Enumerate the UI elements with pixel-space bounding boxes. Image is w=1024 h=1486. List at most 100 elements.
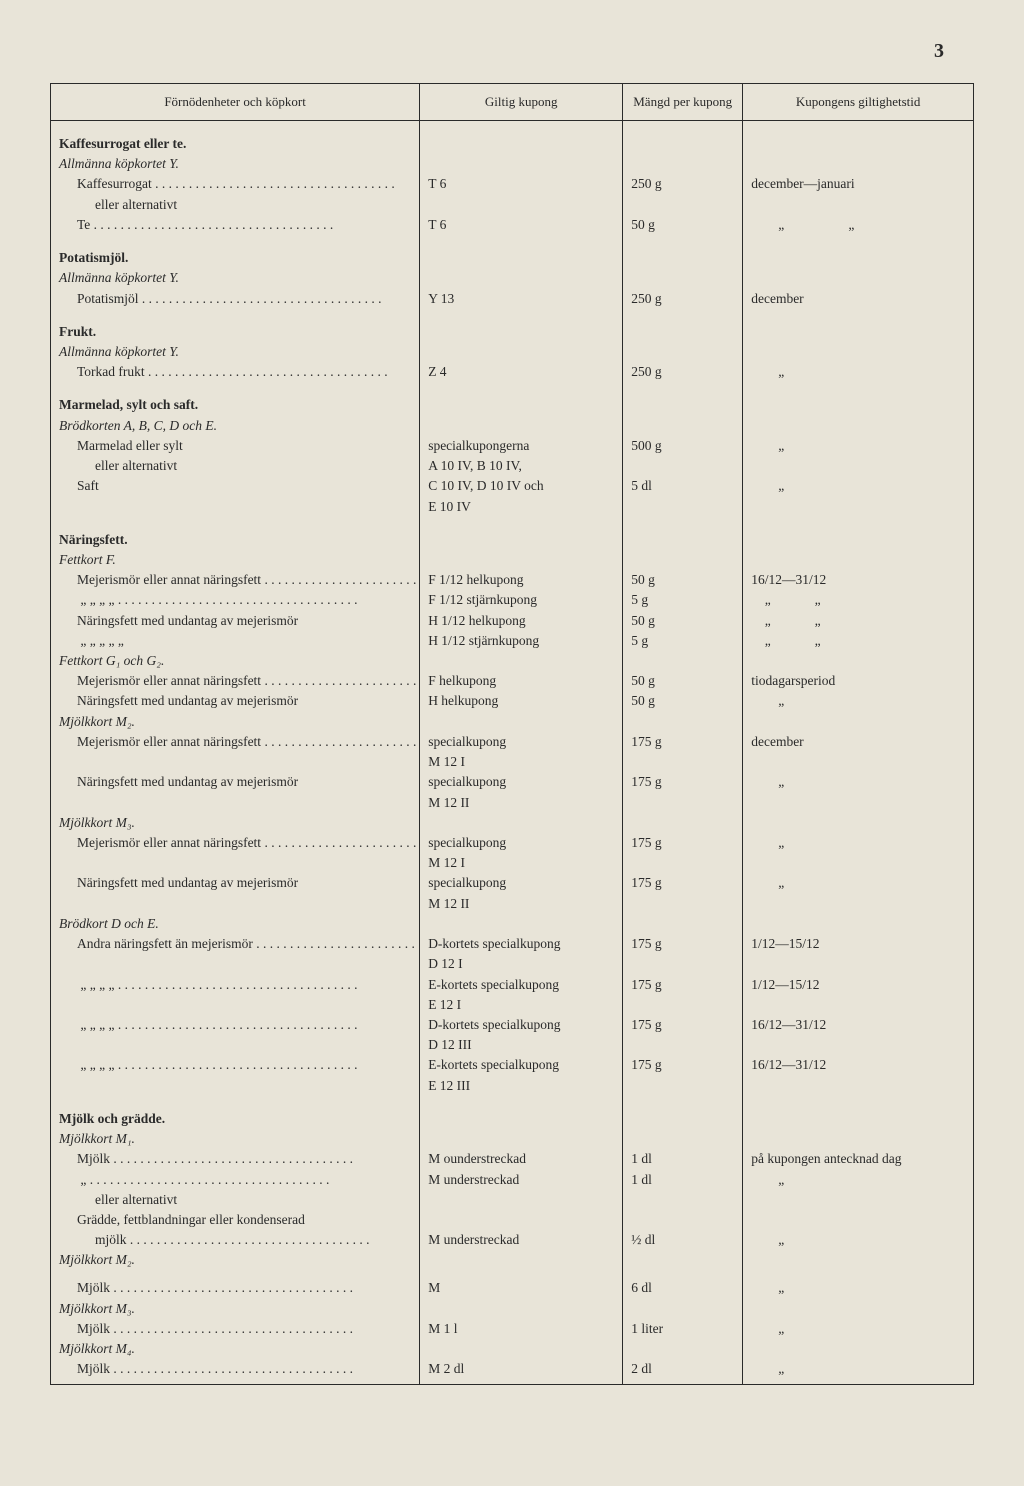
cell-validity: „	[743, 436, 974, 456]
cell-item: Fettkort G₁ och G₂.	[51, 651, 420, 671]
cell-coupon: D-kortets specialkupong	[420, 1015, 623, 1035]
cell-validity	[743, 342, 974, 362]
header-col3: Mängd per kupong	[623, 84, 743, 121]
cell-validity: 16/12—31/12	[743, 570, 974, 590]
cell-validity: 16/12—31/12	[743, 1015, 974, 1035]
page-number: 3	[50, 40, 974, 63]
cell-validity	[743, 813, 974, 833]
cell-item: Allmänna köpkortet Y.	[51, 342, 420, 362]
cell-amount	[623, 309, 743, 342]
cell-validity	[743, 853, 974, 873]
cell-amount	[623, 651, 743, 671]
cell-coupon	[420, 235, 623, 268]
cell-item: Mjölkkort M₃.	[51, 1299, 420, 1319]
cell-coupon	[420, 550, 623, 570]
cell-validity: „	[743, 833, 974, 853]
cell-validity	[743, 121, 974, 155]
cell-validity	[743, 235, 974, 268]
cell-coupon: specialkupong	[420, 873, 623, 893]
cell-item	[51, 1076, 420, 1096]
cell-amount	[623, 954, 743, 974]
cell-item: „ „ „ „ „	[51, 631, 420, 651]
cell-amount	[623, 154, 743, 174]
cell-validity	[743, 793, 974, 813]
cell-coupon	[420, 1210, 623, 1230]
table-row: D 12 III	[51, 1035, 974, 1055]
cell-validity	[743, 1129, 974, 1149]
cell-coupon: Z 4	[420, 362, 623, 382]
cell-item: Näringsfett med undantag av mejerismör	[51, 611, 420, 631]
cell-amount: 5 g	[623, 590, 743, 610]
cell-amount: 6 dl	[623, 1278, 743, 1298]
cell-amount: 50 g	[623, 570, 743, 590]
cell-amount: 175 g	[623, 1015, 743, 1035]
table-row: Torkad fruktZ 4250 g „	[51, 362, 974, 382]
cell-coupon	[420, 309, 623, 342]
table-row: D 12 I	[51, 954, 974, 974]
cell-amount	[623, 793, 743, 813]
cell-coupon	[420, 1250, 623, 1278]
table-row: Mjölkkort M₃.	[51, 813, 974, 833]
cell-amount	[623, 195, 743, 215]
cell-coupon	[420, 416, 623, 436]
cell-amount: 50 g	[623, 691, 743, 711]
table-row: Frukt.	[51, 309, 974, 342]
cell-item: Näringsfett med undantag av mejerismör	[51, 772, 420, 792]
cell-item	[51, 894, 420, 914]
table-row: M 12 I	[51, 752, 974, 772]
cell-validity: tiodagarsperiod	[743, 671, 974, 691]
cell-validity: „ „	[743, 590, 974, 610]
cell-validity: „	[743, 1170, 974, 1190]
cell-amount: 175 g	[623, 873, 743, 893]
cell-validity: „	[743, 691, 974, 711]
cell-validity: december—januari	[743, 174, 974, 194]
cell-item: Mjölkkort M₃.	[51, 813, 420, 833]
cell-coupon: F 1/12 helkupong	[420, 570, 623, 590]
cell-item: Näringsfett med undantag av mejerismör	[51, 691, 420, 711]
cell-coupon: F helkupong	[420, 671, 623, 691]
table-row: Andra näringsfett än mejerismörD-kortets…	[51, 934, 974, 954]
cell-validity	[743, 497, 974, 517]
cell-amount	[623, 1250, 743, 1278]
cell-amount: 5 dl	[623, 476, 743, 496]
cell-coupon: D-kortets specialkupong	[420, 934, 623, 954]
cell-coupon: E 12 I	[420, 995, 623, 1015]
table-row: Grädde, fettblandningar eller kondensera…	[51, 1210, 974, 1230]
cell-item	[51, 853, 420, 873]
cell-coupon: A 10 IV, B 10 IV,	[420, 456, 623, 476]
cell-item: Te	[51, 215, 420, 235]
cell-validity	[743, 154, 974, 174]
cell-validity	[743, 456, 974, 476]
cell-coupon	[420, 382, 623, 415]
cell-validity	[743, 894, 974, 914]
cell-coupon: M 1 l	[420, 1319, 623, 1339]
table-row: E 12 I	[51, 995, 974, 1015]
table-row: Allmänna köpkortet Y.	[51, 154, 974, 174]
cell-validity: december	[743, 289, 974, 309]
cell-amount: ½ dl	[623, 1230, 743, 1250]
cell-amount	[623, 1076, 743, 1096]
coupon-table: Förnödenheter och köpkort Giltig kupong …	[50, 83, 974, 1385]
cell-item: „	[51, 1170, 420, 1190]
cell-validity: „	[743, 476, 974, 496]
cell-validity	[743, 1096, 974, 1129]
table-row: „ „ „ „E-kortets specialkupong175 g1/12—…	[51, 975, 974, 995]
table-row: M 12 I	[51, 853, 974, 873]
table-row: Mjölkkort M₂.	[51, 712, 974, 732]
cell-amount: 175 g	[623, 732, 743, 752]
cell-validity	[743, 1339, 974, 1359]
cell-item: Saft	[51, 476, 420, 496]
table-row: „ „ „ „ „H 1/12 stjärnkupong5 g „ „	[51, 631, 974, 651]
cell-coupon	[420, 712, 623, 732]
cell-amount	[623, 712, 743, 732]
table-row: TeT 650 g „ „	[51, 215, 974, 235]
cell-item: Mejerismör eller annat näringsfett	[51, 833, 420, 853]
cell-validity	[743, 1250, 974, 1278]
cell-item: Mejerismör eller annat näringsfett	[51, 732, 420, 752]
cell-amount: 50 g	[623, 611, 743, 631]
cell-validity	[743, 995, 974, 1015]
cell-coupon	[420, 1299, 623, 1319]
cell-item: Brödkorten A, B, C, D och E.	[51, 416, 420, 436]
cell-coupon: T 6	[420, 174, 623, 194]
cell-item: Mjölk	[51, 1359, 420, 1385]
